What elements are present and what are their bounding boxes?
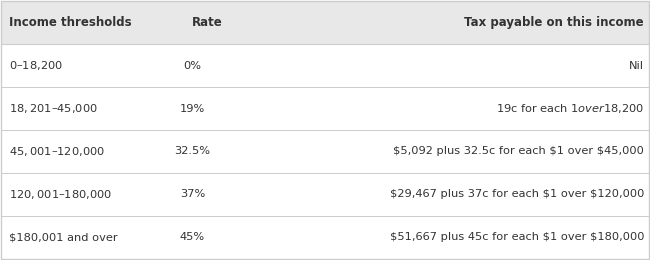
Text: 0%: 0% <box>183 61 202 71</box>
Text: Income thresholds: Income thresholds <box>9 16 132 29</box>
Text: $0 – $18,200: $0 – $18,200 <box>9 59 63 72</box>
Text: $5,092 plus 32.5c for each $1 over $45,000: $5,092 plus 32.5c for each $1 over $45,0… <box>393 146 644 157</box>
Text: Rate: Rate <box>192 16 223 29</box>
Text: Tax payable on this income: Tax payable on this income <box>465 16 644 29</box>
FancyBboxPatch shape <box>1 173 649 216</box>
Text: $29,467 plus 37c for each $1 over $120,000: $29,467 plus 37c for each $1 over $120,0… <box>390 189 644 199</box>
Text: 32.5%: 32.5% <box>174 146 211 157</box>
FancyBboxPatch shape <box>1 44 649 87</box>
FancyBboxPatch shape <box>1 87 649 130</box>
Text: $180,001 and over: $180,001 and over <box>9 232 118 242</box>
Text: 45%: 45% <box>180 232 205 242</box>
FancyBboxPatch shape <box>1 216 649 259</box>
Text: $45,001 – $120,000: $45,001 – $120,000 <box>9 145 105 158</box>
Text: Nil: Nil <box>629 61 644 71</box>
FancyBboxPatch shape <box>1 130 649 173</box>
Text: $120,001 – $180,000: $120,001 – $180,000 <box>9 188 112 201</box>
Text: $18,201 – $45,000: $18,201 – $45,000 <box>9 102 98 115</box>
Text: 37%: 37% <box>179 189 205 199</box>
Text: 19c for each $1 over $18,200: 19c for each $1 over $18,200 <box>496 102 644 115</box>
Text: 19%: 19% <box>179 103 205 114</box>
FancyBboxPatch shape <box>1 1 649 44</box>
Text: $51,667 plus 45c for each $1 over $180,000: $51,667 plus 45c for each $1 over $180,0… <box>389 232 644 242</box>
